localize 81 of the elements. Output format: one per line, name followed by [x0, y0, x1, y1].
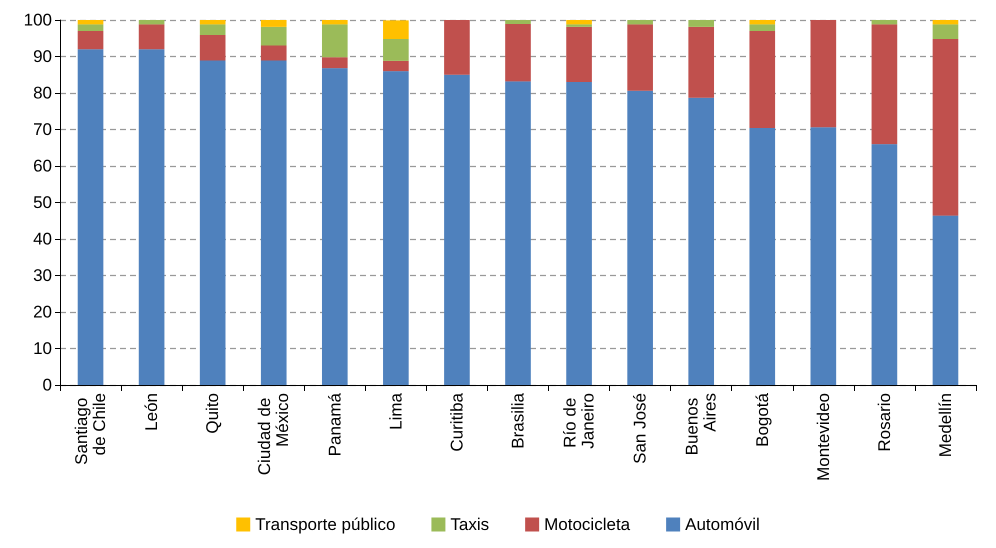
bar	[383, 71, 409, 385]
bar	[749, 20, 776, 24]
x-tick-label: Panamá	[325, 392, 344, 456]
x-tick-label: Lima	[386, 392, 406, 430]
bar	[505, 81, 531, 385]
y-tick-label: 90	[33, 47, 52, 66]
bar	[566, 24, 592, 27]
bar	[260, 20, 287, 27]
bar	[444, 20, 470, 75]
x-tick-label: Río de Janeiro	[560, 393, 598, 449]
bar	[872, 144, 898, 385]
bar	[688, 26, 714, 98]
x-tick-label: Quito	[203, 393, 222, 434]
bar	[78, 49, 104, 385]
x-tick-label: San José	[630, 393, 650, 464]
x-tick-label: Medellín	[936, 393, 955, 458]
y-tick-label: 50	[33, 193, 52, 212]
bar	[260, 26, 287, 46]
x-tick-label: Brasilia	[508, 392, 528, 449]
x-tick-label: Bogotá	[752, 392, 772, 447]
y-tick-label: 70	[33, 120, 52, 139]
bar	[138, 20, 164, 24]
bar	[749, 24, 776, 31]
bar	[810, 20, 836, 128]
bar	[627, 90, 653, 385]
bar	[138, 24, 164, 50]
bar	[688, 20, 714, 27]
bar	[505, 24, 531, 82]
bar	[383, 20, 409, 39]
bar	[383, 60, 409, 72]
y-tick-label: 0	[42, 376, 52, 394]
bar	[749, 128, 776, 385]
y-tick-label: 100	[24, 10, 52, 30]
legend-label: Motocicleta	[544, 515, 631, 534]
x-tick-label: Rosario	[874, 393, 894, 452]
legend-label: Taxis	[450, 515, 490, 534]
x-tick-label: Buenos Aires	[682, 393, 720, 456]
legend-label: Transporte público	[255, 515, 396, 534]
y-tick-label: 20	[33, 302, 52, 322]
bar	[627, 20, 653, 24]
bar	[566, 82, 592, 385]
bar	[383, 38, 409, 61]
legend-label: Automóvil	[685, 515, 760, 534]
y-tick-label: 10	[33, 339, 52, 358]
bar	[322, 20, 348, 24]
y-tick-label: 60	[33, 156, 52, 176]
bar	[566, 20, 592, 24]
bar	[322, 24, 348, 58]
bar	[749, 30, 776, 128]
bar	[200, 24, 226, 35]
bar	[78, 20, 104, 24]
bar	[932, 38, 958, 216]
bar	[932, 20, 958, 24]
x-tick-label: León	[142, 393, 162, 431]
x-tick-label: Ciudad de México	[255, 393, 292, 476]
x-tick-label: Curitiba	[447, 392, 466, 452]
bar	[872, 20, 898, 24]
bar	[78, 24, 104, 31]
bar	[138, 49, 164, 385]
bar	[932, 216, 958, 385]
x-tick-label: Santiago de Chile	[72, 393, 110, 465]
y-tick-label: 30	[33, 266, 52, 285]
bar	[322, 68, 348, 385]
y-tick-label: 40	[33, 230, 52, 248]
y-tick-label: 80	[33, 84, 52, 102]
bar	[505, 20, 531, 24]
bar	[688, 98, 714, 385]
bar	[810, 127, 836, 385]
bar	[200, 20, 226, 24]
bar	[200, 60, 226, 385]
x-tick-label: Montevideo	[814, 393, 833, 481]
bar	[872, 24, 898, 144]
bar	[260, 60, 287, 385]
bar	[200, 34, 226, 61]
bar	[566, 26, 592, 82]
bar	[322, 57, 348, 68]
bar	[78, 30, 104, 50]
bar	[627, 24, 653, 91]
bar	[932, 24, 958, 39]
bar	[260, 46, 287, 61]
bar	[444, 74, 470, 385]
